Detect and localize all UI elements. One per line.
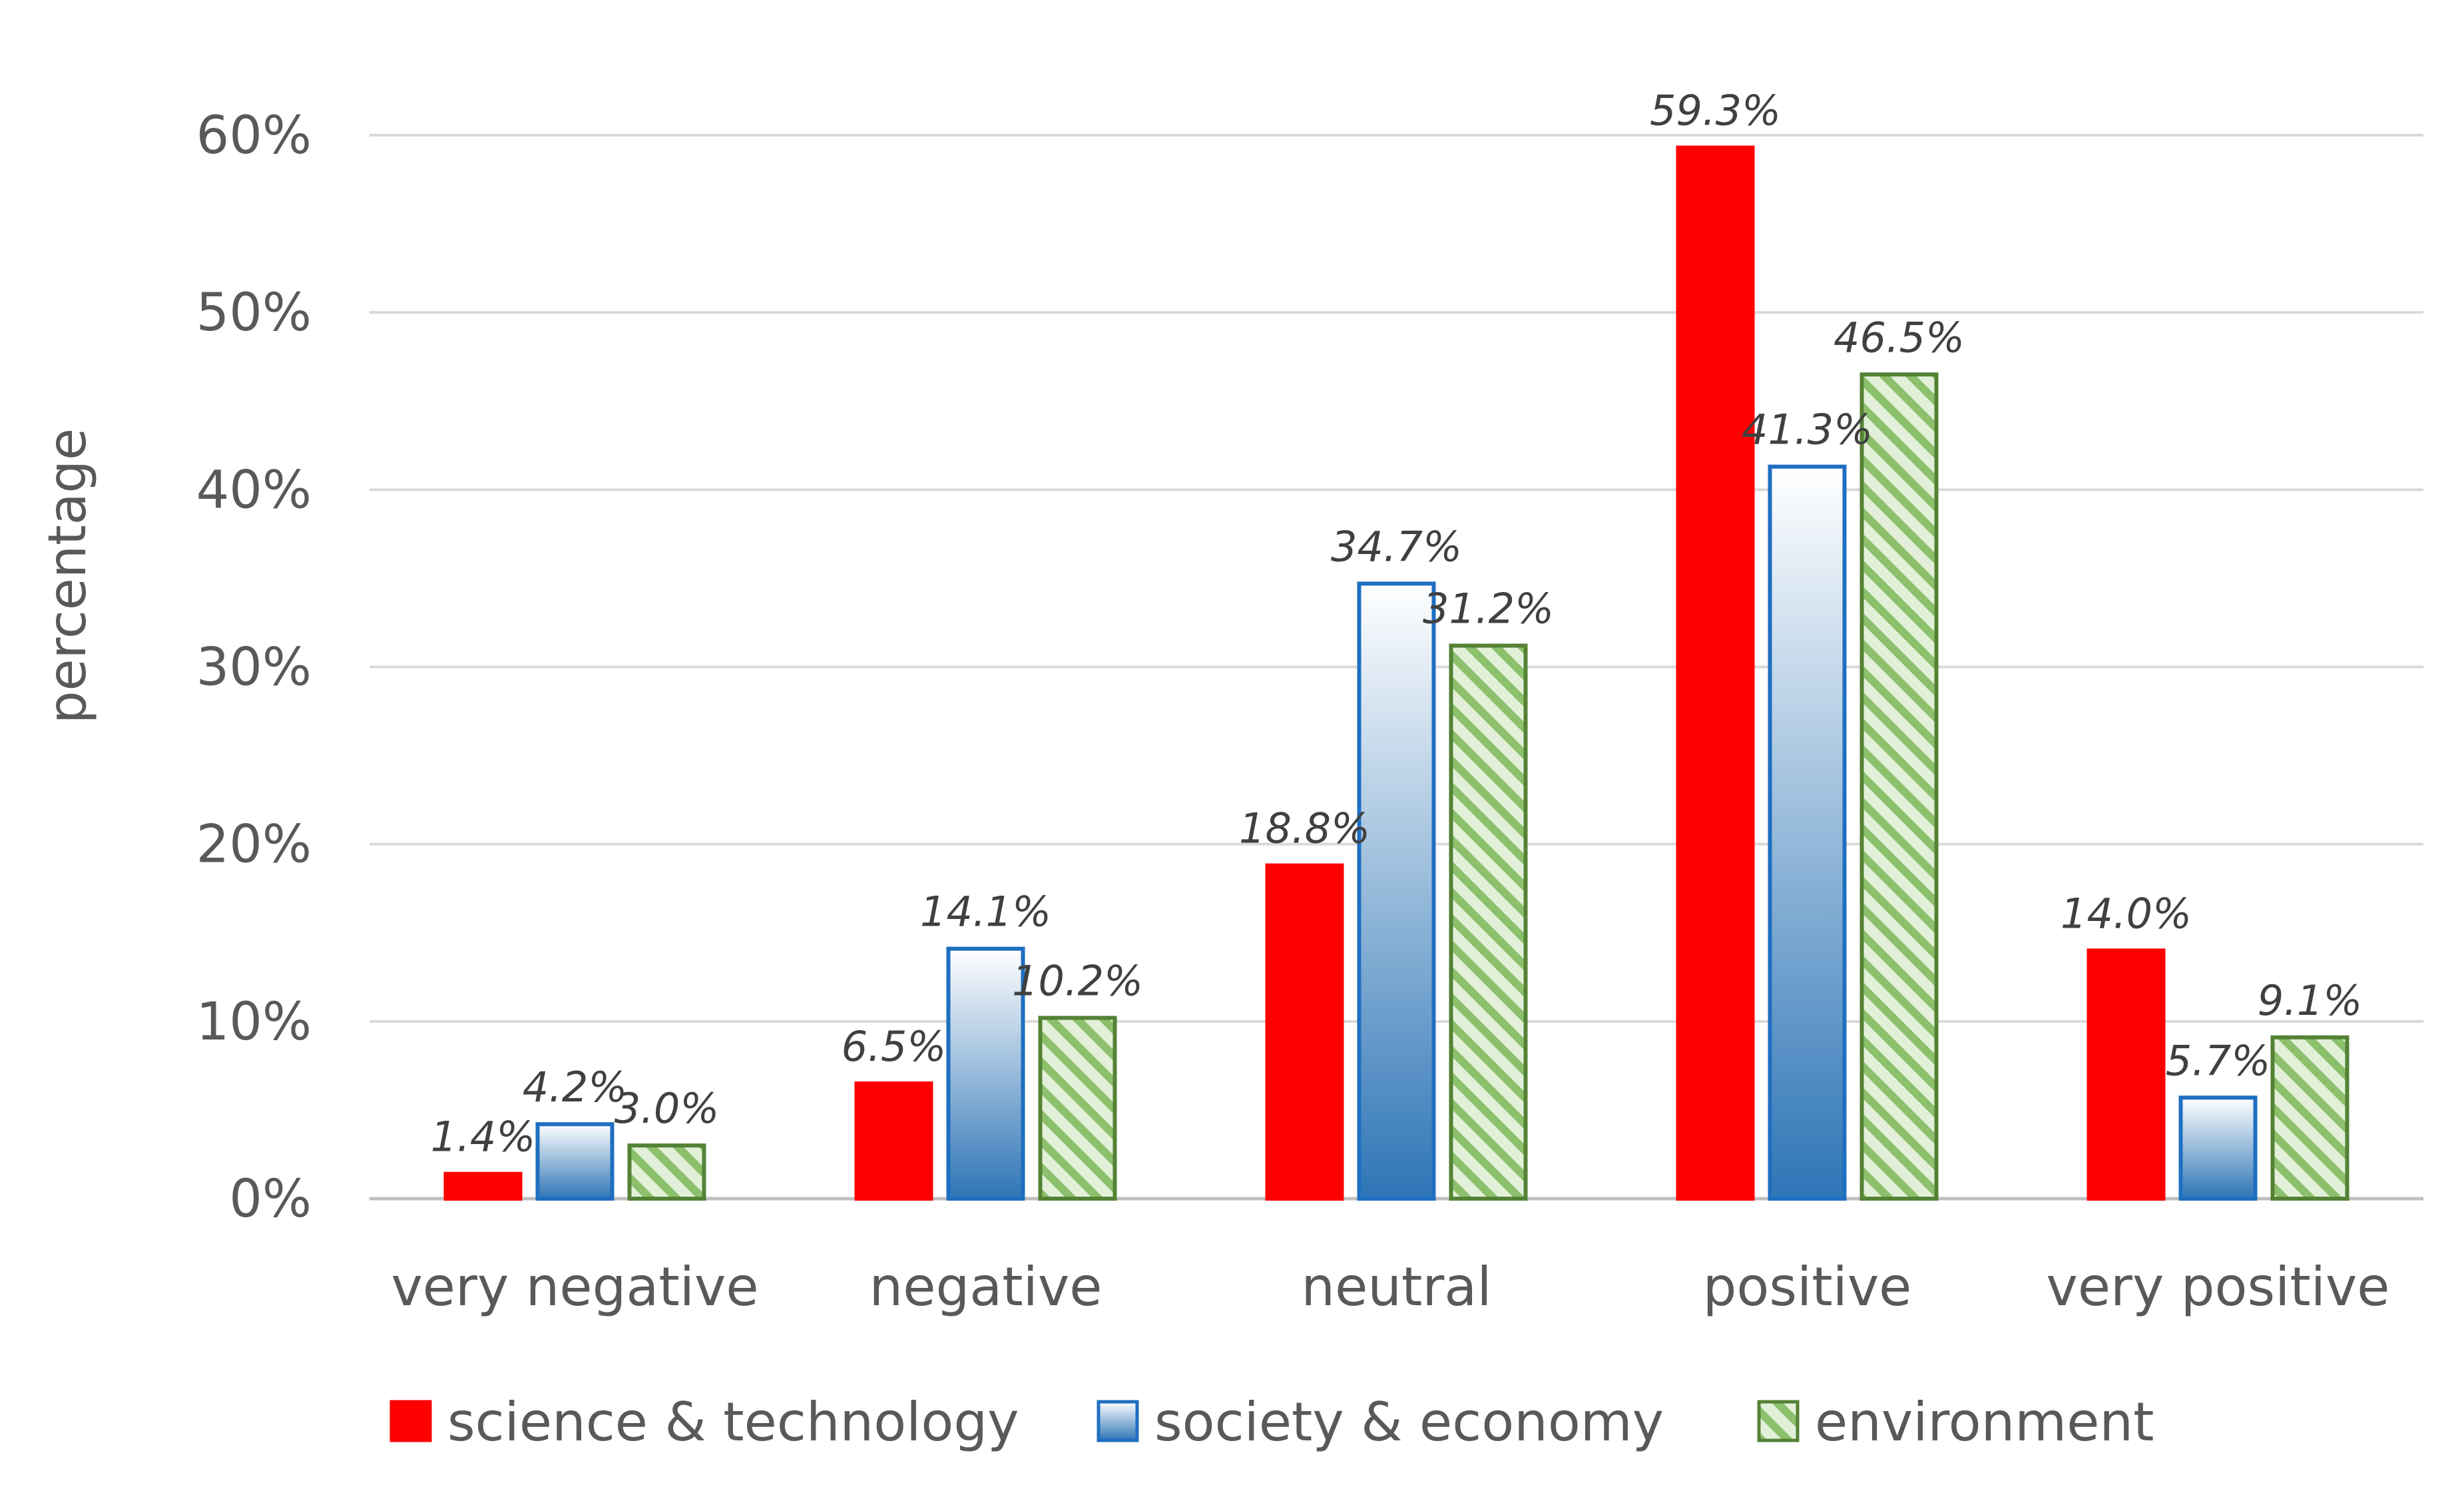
y-tick-label: 50% [196,283,312,343]
y-axis-ticks: 0% 10% 20% 30% 40% 50% 60% [196,106,312,1229]
x-tick-label: neutral [1301,1256,1491,1318]
bar [1038,1016,1117,1201]
y-tick-label: 30% [196,638,312,698]
legend-swatch [1757,1400,1800,1442]
bar [854,1081,933,1201]
data-label: 41.3% [1742,406,1873,454]
y-tick-label: 0% [229,1169,312,1229]
x-tick-label: positive [1703,1256,1912,1318]
data-label: 31.2% [1423,585,1554,633]
x-tick-label: very negative [391,1256,758,1318]
data-label: 3.0% [615,1084,720,1133]
bar [1449,643,1528,1201]
gridlines [370,134,2423,1201]
data-label: 59.3% [1650,87,1781,135]
bar [1357,581,1436,1201]
legend-swatch [389,1400,432,1442]
legend-item: science & technology [389,1391,1019,1453]
bar [1768,464,1847,1201]
x-tick-label: negative [869,1256,1103,1318]
data-labels: 1.4%4.2%3.0% 6.5% 14.1% 10.2% 18.8% 34.7% 31.2… [431,87,2363,1161]
data-label: 46.5% [1834,313,1965,362]
y-axis-label: percentage [38,428,98,724]
bar [1265,863,1344,1201]
legend-swatch [1097,1400,1139,1442]
bar [2087,948,2166,1201]
bar [2270,1035,2349,1201]
data-label: 1.4% [431,1113,536,1161]
data-label: 9.1% [2258,976,2363,1025]
legend-item: environment [1757,1391,2154,1453]
data-label: 10.2% [1012,957,1143,1006]
data-label: 4.2% [523,1063,628,1111]
data-label: 6.5% [842,1022,947,1071]
bar [1859,372,1939,1201]
bar [443,1171,523,1201]
y-tick-label: 20% [196,815,312,875]
bar [627,1143,706,1201]
y-tick-label: 60% [196,106,312,166]
data-label: 14.0% [2061,889,2192,938]
legend-label: science & technology [447,1391,1019,1453]
bar [535,1122,615,1201]
data-label: 34.7% [1331,522,1462,571]
bar [1676,145,1755,1201]
y-tick-label: 40% [196,460,312,520]
data-label: 5.7% [2166,1036,2271,1085]
legend-label: environment [1815,1391,2154,1453]
bars [443,145,2349,1201]
bar [946,946,1025,1201]
x-tick-label: very positive [2046,1256,2389,1318]
legend: science & technology society & economy env… [389,1391,2154,1453]
legend-item: society & economy [1097,1391,1664,1453]
data-label: 14.1% [920,888,1051,936]
bar [2178,1095,2258,1201]
y-tick-label: 10% [196,992,312,1052]
legend-label: society & economy [1154,1391,1664,1453]
data-label: 18.8% [1239,804,1370,853]
x-axis-ticks: very negative negative neutral positive very… [391,1256,2389,1318]
